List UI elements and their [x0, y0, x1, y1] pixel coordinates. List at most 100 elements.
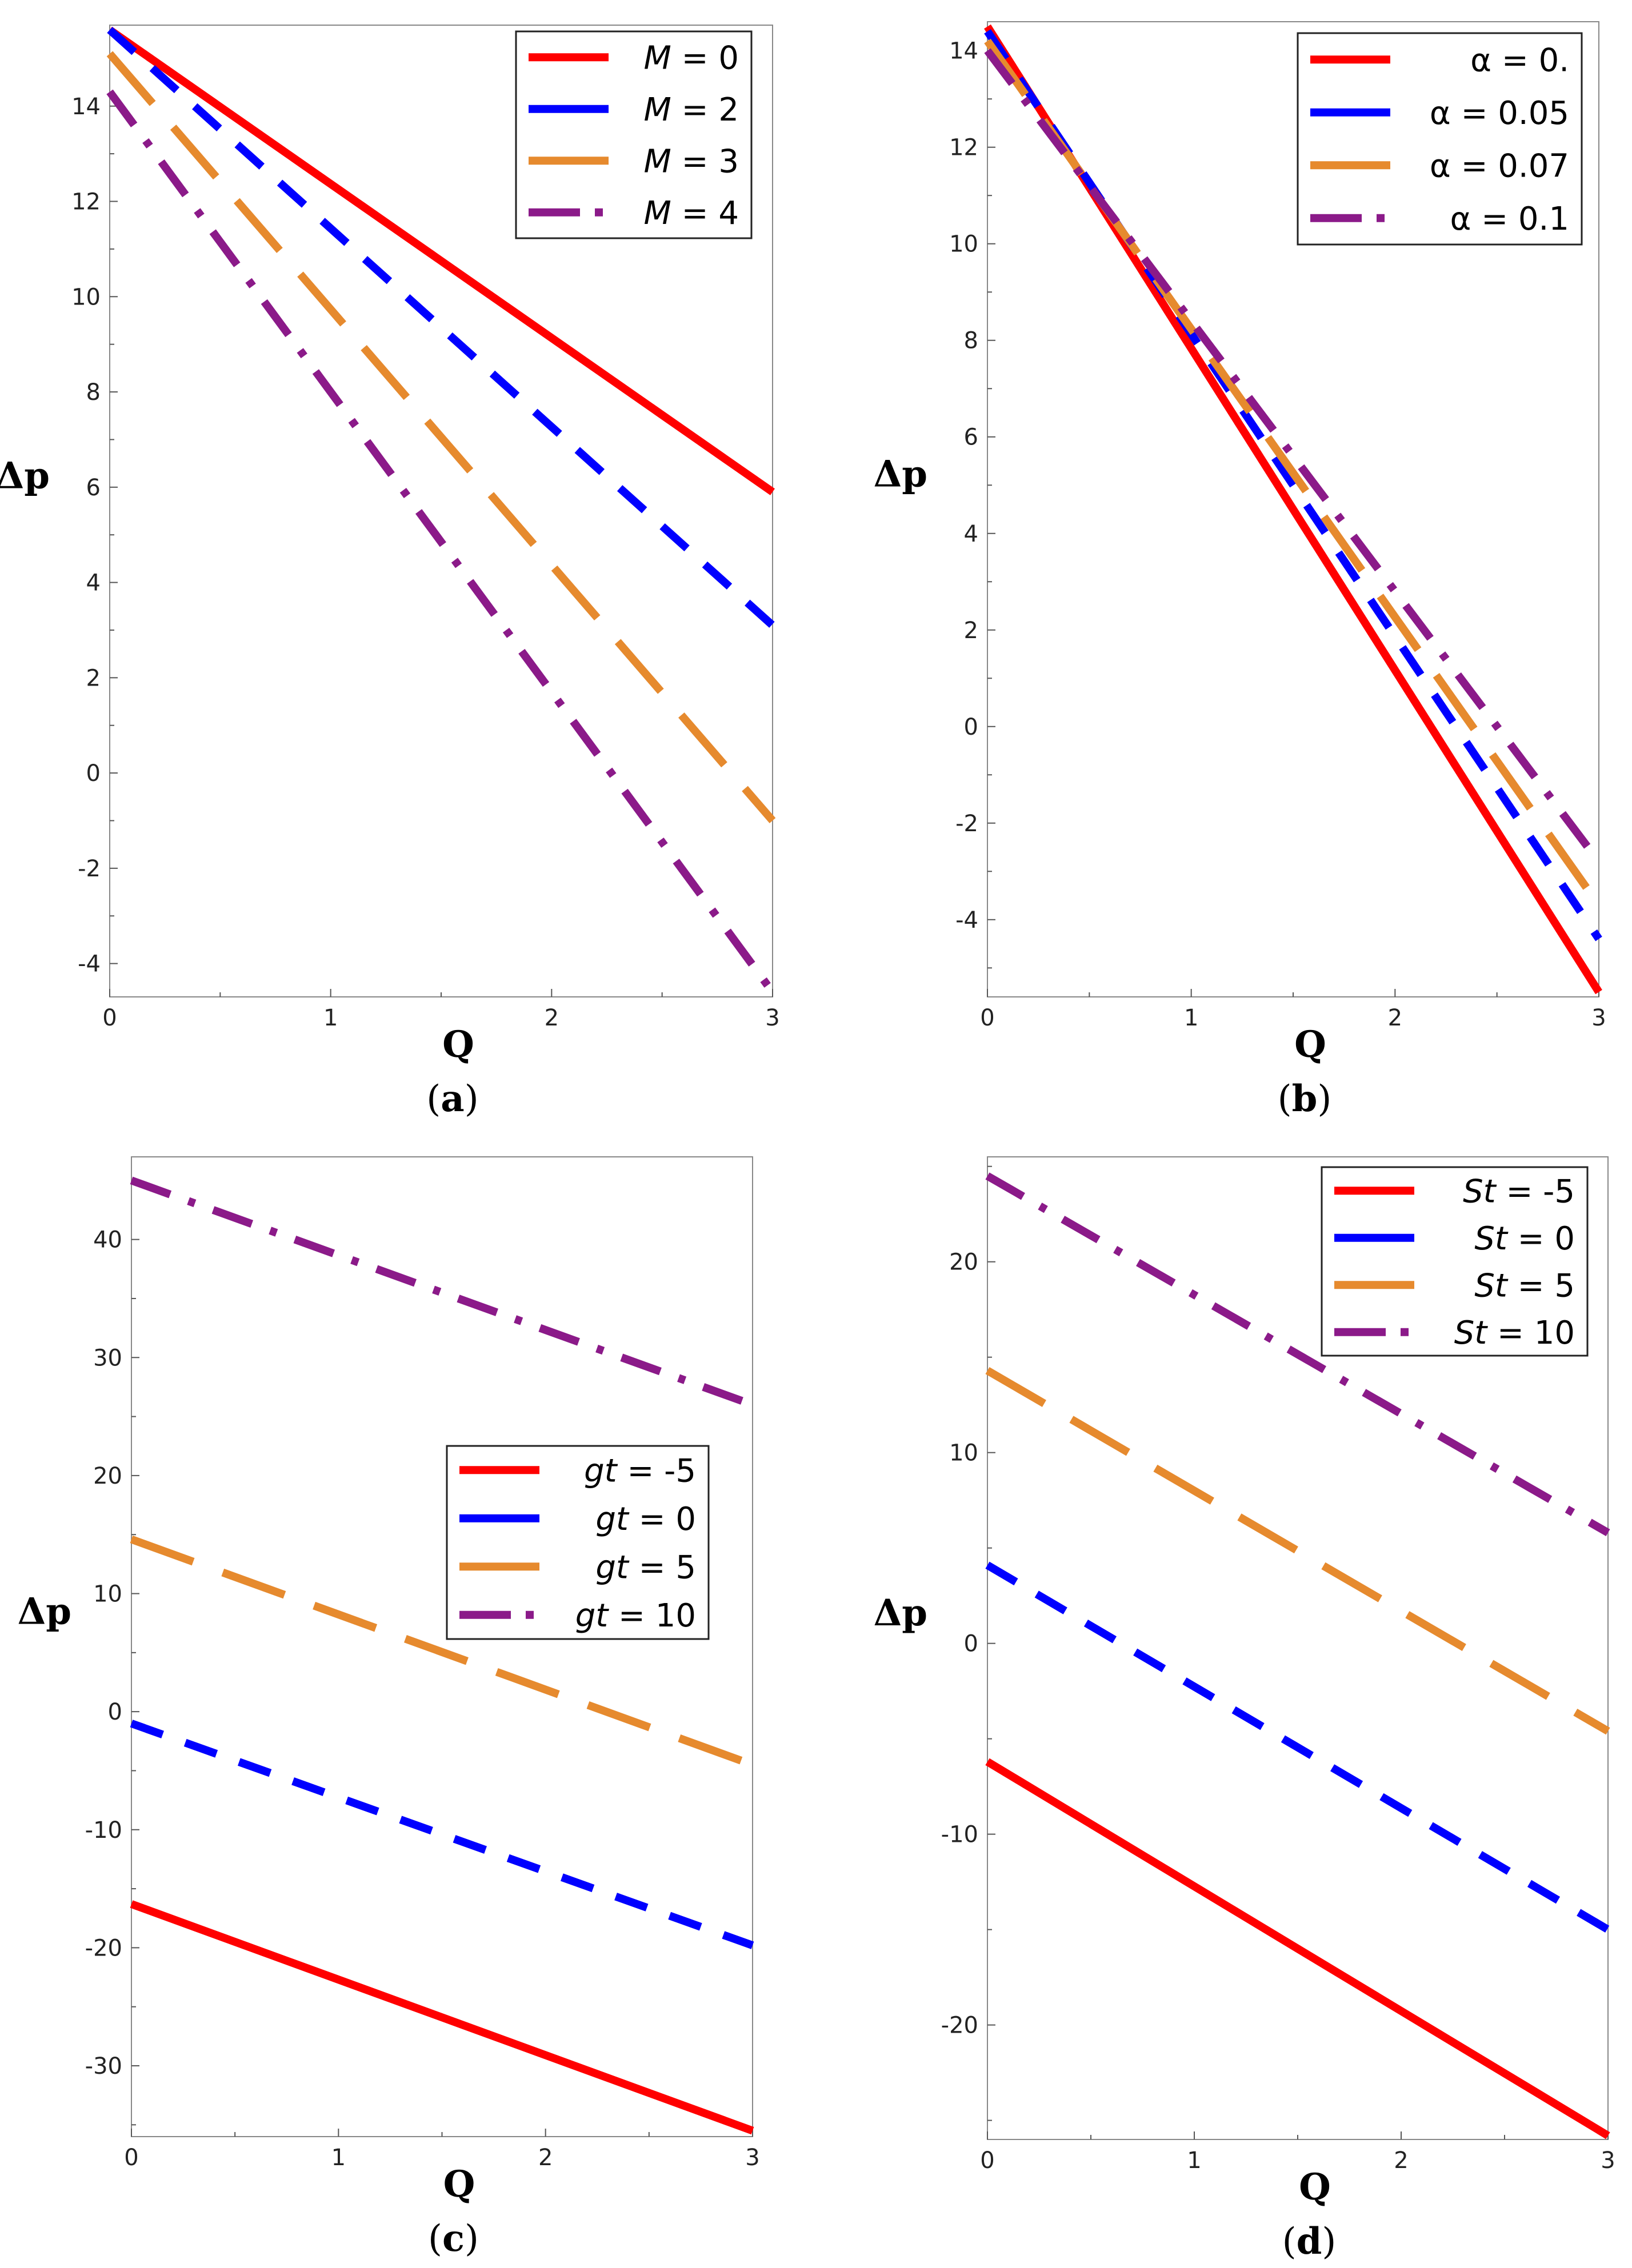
x-tick-label: 3	[745, 2145, 759, 2171]
panel-d: 0 1 2 3 -20 -10 0 10 20 Q Δp St = -5 St = 0 St = 5 St …	[816, 1134, 1632, 2268]
y-tick-label: -2	[955, 811, 978, 837]
y-axis-label: Δp	[18, 1590, 71, 1633]
series-line	[984, 38, 1602, 908]
y-tick-label: 0	[108, 1699, 122, 1725]
y-tick-label: 8	[86, 379, 101, 406]
y-tick-label: 20	[949, 1249, 978, 1276]
y-tick-label: -20	[941, 2013, 978, 2039]
y-tick-label: 12	[71, 189, 101, 215]
series-line	[130, 1535, 754, 1769]
legend-box	[1297, 32, 1583, 246]
y-tick-label: 10	[949, 1440, 978, 1466]
series-line	[106, 89, 776, 995]
legend: gt = -5 gt = 0 gt = 5 gt = 10	[446, 1445, 710, 1640]
legend-label: α = 0.05	[1430, 95, 1569, 132]
legend: St = -5 St = 0 St = 5 St = 10	[1321, 1166, 1589, 1357]
panel-c: 0 1 2 3 -30 -20 -10 0 10 20 30 40 Q Δp gt = -5 gt = 0 gt…	[0, 1134, 816, 2268]
legend-label: St = 5	[1474, 1267, 1575, 1304]
series-line	[985, 1758, 1610, 2139]
series-line	[985, 1172, 1610, 1537]
y-tick-label: 0	[86, 760, 101, 787]
legend-label: gt = 0	[595, 1501, 696, 1538]
y-tick-label: 10	[93, 1581, 122, 1608]
legend-box	[515, 30, 753, 239]
legend-box	[1321, 1166, 1589, 1357]
y-tick-label: -20	[85, 1935, 122, 1961]
x-axis-label: Q	[1299, 2166, 1331, 2209]
panel-caption: (c)	[428, 2217, 479, 2260]
y-tick-label: 20	[93, 1463, 122, 1489]
x-axis-label: Q	[442, 1023, 474, 1066]
series-line	[130, 1900, 754, 2135]
y-tick-label: -4	[955, 907, 978, 933]
y-tick-label: 6	[86, 475, 101, 501]
series-line	[985, 1367, 1610, 1735]
x-tick-label: 2	[538, 2145, 553, 2171]
y-tick-label: -4	[78, 951, 101, 977]
legend-label: α = 0.1	[1450, 201, 1569, 238]
y-tick-label: 30	[93, 1345, 122, 1371]
y-axis-label: Δp	[0, 455, 50, 498]
x-tick-label: 1	[1184, 1005, 1198, 1031]
legend: M = 0 M = 2 M = 3 M = 4	[515, 30, 753, 239]
x-tick-label: 2	[1394, 2147, 1408, 2174]
legend-label: St = 0	[1474, 1220, 1575, 1257]
x-tick-label: 1	[331, 2145, 346, 2171]
y-tick-label: 10	[949, 231, 978, 258]
y-tick-label: 12	[949, 135, 978, 161]
legend-label: α = 0.	[1470, 42, 1569, 79]
x-tick-label: 3	[765, 1005, 779, 1031]
y-tick-label: 14	[71, 94, 101, 120]
y-tick-label: -30	[85, 2053, 122, 2079]
x-tick-label: 0	[980, 1005, 994, 1031]
y-tick-label: 8	[964, 328, 978, 354]
x-tick-label: 3	[1601, 2147, 1615, 2174]
y-tick-label: 6	[964, 424, 978, 451]
series-line	[106, 51, 776, 824]
legend-label: M = 2	[644, 91, 739, 129]
x-tick-label: 0	[102, 1005, 117, 1031]
y-tick-label: 0	[964, 714, 978, 740]
x-tick-label: 1	[1187, 2147, 1201, 2174]
panel-caption: (d)	[1282, 2220, 1337, 2263]
panel-caption: (a)	[426, 1077, 478, 1120]
series-line	[985, 1561, 1610, 1933]
plot-frame	[131, 1156, 753, 2137]
series-line	[984, 48, 1602, 864]
y-tick-label: 4	[86, 570, 101, 596]
legend: α = 0. α = 0.05 α = 0.07 α = 0.1	[1297, 32, 1583, 246]
x-tick-label: 2	[545, 1005, 559, 1031]
x-axis-label: Q	[1294, 1023, 1326, 1066]
y-tick-label: -2	[78, 856, 101, 882]
y-tick-label: 14	[949, 38, 978, 65]
x-tick-label: 1	[323, 1005, 338, 1031]
legend-label: gt = 10	[575, 1597, 696, 1634]
legend-label: St = 10	[1454, 1315, 1575, 1352]
y-axis-label: Δp	[874, 1592, 927, 1634]
y-tick-label: -10	[85, 1817, 122, 1844]
x-tick-label: 3	[1591, 1005, 1606, 1031]
panel-b: 0 1 2 3 -4 -2 0 2 4 6 8 10 12 14 Q Δp α = 0. α = 0.05 α = …	[816, 0, 1632, 1134]
y-tick-label: -10	[941, 1822, 978, 1848]
panel-caption: (b)	[1278, 1077, 1332, 1120]
legend-box	[446, 1445, 710, 1640]
series-line	[130, 1720, 754, 1949]
legend-label: M = 4	[644, 195, 739, 232]
legend-label: M = 0	[644, 39, 739, 77]
y-axis-label: Δp	[874, 453, 927, 496]
legend-label: gt = 5	[595, 1549, 696, 1586]
legend-label: α = 0.07	[1430, 147, 1569, 185]
legend-label: M = 3	[644, 143, 739, 180]
legend-label: St = -5	[1463, 1173, 1575, 1210]
y-tick-label: 40	[93, 1227, 122, 1253]
x-axis-label: Q	[443, 2163, 475, 2206]
y-tick-label: 4	[964, 521, 978, 547]
x-tick-label: 0	[980, 2147, 994, 2174]
y-tick-label: 0	[964, 1631, 978, 1657]
series-line	[107, 26, 775, 495]
